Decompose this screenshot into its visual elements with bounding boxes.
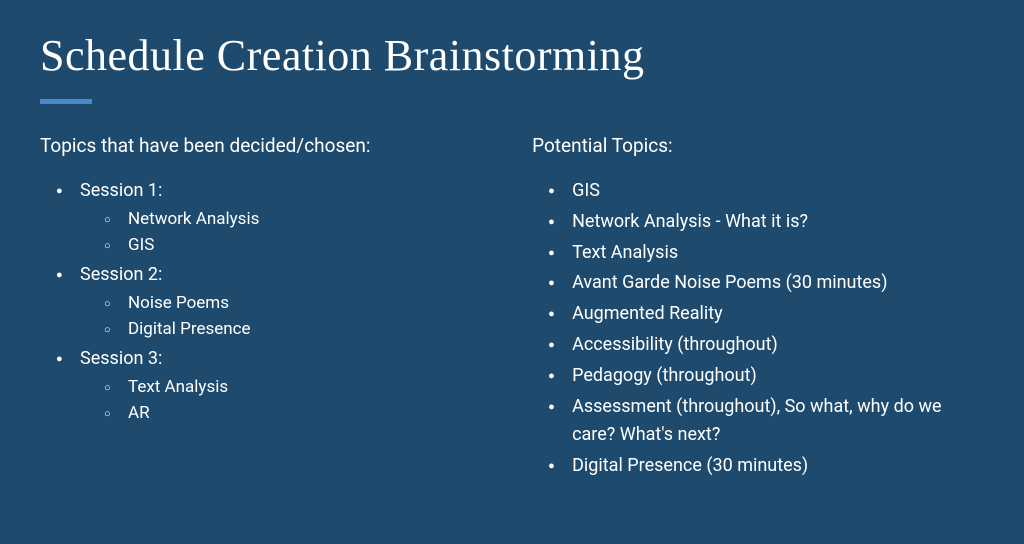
list-item: Text Analysis	[572, 239, 984, 268]
left-column: Topics that have been decided/chosen: Se…	[40, 134, 482, 483]
session-sublist: Noise Poems Digital Presence	[80, 291, 482, 343]
left-heading: Topics that have been decided/chosen:	[40, 134, 482, 157]
session-label: Session 3:	[80, 348, 162, 369]
session-label: Session 1:	[80, 180, 162, 201]
columns-wrapper: Topics that have been decided/chosen: Se…	[40, 134, 984, 483]
session-sublist: Network Analysis GIS	[80, 207, 482, 259]
list-item: Assessment (throughout), So what, why do…	[572, 393, 984, 451]
list-item: Augmented Reality	[572, 300, 984, 329]
list-item: Digital Presence	[128, 317, 482, 343]
list-item: Session 1: Network Analysis GIS	[80, 177, 482, 259]
decided-topics-list: Session 1: Network Analysis GIS Session …	[40, 177, 482, 427]
list-item: Network Analysis	[128, 207, 482, 233]
right-column: Potential Topics: GIS Network Analysis -…	[532, 134, 984, 483]
list-item: GIS	[128, 233, 482, 259]
slide-title: Schedule Creation Brainstorming	[40, 30, 984, 81]
list-item: Accessibility (throughout)	[572, 331, 984, 360]
list-item: GIS	[572, 177, 984, 206]
session-label: Session 2:	[80, 264, 162, 285]
list-item: Session 2: Noise Poems Digital Presence	[80, 261, 482, 343]
list-item: Digital Presence (30 minutes)	[572, 452, 984, 481]
list-item: Avant Garde Noise Poems (30 minutes)	[572, 269, 984, 298]
list-item: Session 3: Text Analysis AR	[80, 345, 482, 427]
title-underline	[40, 99, 92, 104]
list-item: Network Analysis - What it is?	[572, 208, 984, 237]
session-sublist: Text Analysis AR	[80, 375, 482, 427]
slide-container: Schedule Creation Brainstorming Topics t…	[0, 0, 1024, 544]
list-item: Text Analysis	[128, 375, 482, 401]
list-item: Noise Poems	[128, 291, 482, 317]
right-heading: Potential Topics:	[532, 134, 984, 157]
list-item: AR	[128, 401, 482, 427]
list-item: Pedagogy (throughout)	[572, 362, 984, 391]
potential-topics-list: GIS Network Analysis - What it is? Text …	[532, 177, 984, 481]
